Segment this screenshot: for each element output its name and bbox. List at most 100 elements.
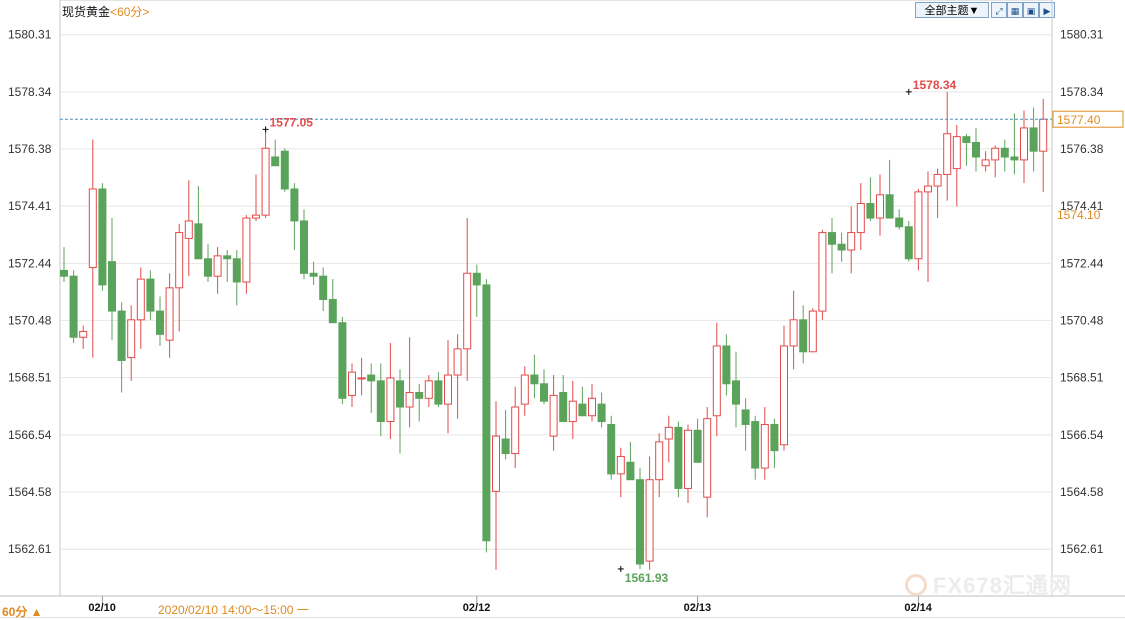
candle-body-up bbox=[165, 287, 174, 341]
candle-body-up bbox=[1020, 127, 1028, 161]
cursor-time-readout: 2020/02/10 14:00～15:00 一 bbox=[158, 603, 309, 617]
candle-body-up bbox=[914, 191, 923, 260]
candle-body-up bbox=[127, 319, 136, 359]
candle-body-up bbox=[453, 348, 462, 376]
y-tick-label-left: 1566.54 bbox=[8, 428, 52, 442]
y-tick-label-left: 1564.58 bbox=[8, 485, 52, 499]
candle-body-up bbox=[780, 345, 788, 446]
period-selector[interactable]: <60分> bbox=[110, 5, 150, 19]
candle-body-down bbox=[280, 150, 289, 190]
candle-body-down bbox=[415, 391, 424, 399]
x-tick-label: 02/10 bbox=[88, 602, 116, 614]
candle-body-up bbox=[616, 455, 625, 475]
y-tick-label-left: 1570.48 bbox=[8, 313, 52, 327]
candle-body-up bbox=[175, 232, 184, 289]
candle-body-down bbox=[741, 409, 750, 425]
candle-body-up bbox=[348, 371, 356, 396]
theme-dropdown[interactable]: 全部主题▼ bbox=[915, 2, 989, 18]
candle-body-up bbox=[1039, 118, 1048, 152]
candle-body-up bbox=[568, 400, 577, 423]
candle-body-down bbox=[300, 220, 308, 274]
candle-body-down bbox=[271, 156, 280, 167]
y-tick-label-right: 1578.34 bbox=[1060, 85, 1104, 99]
candle-body-down bbox=[626, 461, 635, 481]
candle-body-up bbox=[703, 418, 712, 498]
candle-body-down bbox=[962, 136, 971, 143]
fx678-watermark: FX678汇通网 bbox=[905, 568, 1072, 600]
candle-body-down bbox=[69, 275, 78, 338]
y-tick-label-right: 1566.54 bbox=[1060, 428, 1104, 442]
candle-body-down bbox=[895, 217, 904, 228]
y-tick-label-right: 1568.51 bbox=[1060, 371, 1104, 385]
candle-body-up bbox=[760, 423, 769, 469]
candle-body-down bbox=[376, 380, 385, 423]
candle-body-up bbox=[991, 147, 1000, 161]
candle-body-down bbox=[204, 258, 212, 277]
candle-body-down bbox=[501, 438, 510, 455]
candle-body-down bbox=[722, 345, 731, 385]
candle-body-up bbox=[943, 133, 952, 175]
grid-icon[interactable]: ▦ bbox=[1007, 2, 1023, 18]
candle-body-down bbox=[60, 269, 68, 277]
extreme-price-label: 1578.34 bbox=[913, 78, 957, 92]
candle-body-down bbox=[530, 374, 539, 385]
next-icon[interactable]: ▶ bbox=[1039, 2, 1055, 18]
candle-body-up bbox=[549, 394, 558, 437]
y-tick-label-left: 1568.51 bbox=[8, 371, 52, 385]
candle-body-down bbox=[117, 310, 126, 362]
candle-body-down bbox=[597, 403, 606, 423]
candle-body-up bbox=[492, 435, 500, 492]
candle-body-up bbox=[924, 185, 932, 193]
candle-body-up bbox=[184, 220, 193, 239]
candle-body-down bbox=[607, 423, 616, 475]
expand-icon[interactable]: ⤢ bbox=[991, 2, 1007, 18]
candle-body-down bbox=[799, 319, 808, 353]
candle-body-down bbox=[972, 141, 980, 158]
candle-body-down bbox=[472, 272, 481, 286]
candle-body-down bbox=[396, 380, 404, 408]
candle-body-up bbox=[405, 391, 414, 408]
candle-body-down bbox=[693, 429, 702, 463]
candle-body-up bbox=[463, 272, 472, 350]
candle-body-down bbox=[674, 426, 683, 489]
candle-body-up bbox=[981, 159, 990, 167]
candle-body-down bbox=[290, 188, 299, 222]
candle-body-down bbox=[1029, 127, 1038, 152]
last-price-box bbox=[1052, 110, 1124, 128]
candle-body-up bbox=[252, 214, 260, 219]
candle-body-up bbox=[261, 147, 270, 216]
y-tick-label-left: 1580.31 bbox=[8, 28, 52, 42]
y-tick-label-right: 1562.61 bbox=[1060, 542, 1104, 556]
zoom-icon[interactable]: ▣ bbox=[1023, 2, 1039, 18]
instrument-name: 现货黄金 bbox=[62, 5, 111, 19]
watermark-text: FX678汇通网 bbox=[933, 573, 1072, 598]
candle-body-down bbox=[319, 275, 328, 300]
candle-body-down bbox=[108, 261, 116, 312]
candle-body-up bbox=[520, 374, 529, 405]
candle-body-down bbox=[770, 423, 779, 452]
chevron-down-icon: ▼ bbox=[968, 5, 980, 17]
candle-body-down bbox=[98, 188, 107, 286]
y-tick-label-left: 1576.38 bbox=[8, 142, 52, 156]
candle-body-down bbox=[482, 284, 491, 542]
candle-body-down bbox=[156, 310, 164, 335]
candle-body-up bbox=[655, 441, 664, 481]
candle-body-up bbox=[88, 188, 97, 268]
last-price-label: 1577.40 bbox=[1057, 113, 1101, 127]
candle-body-down bbox=[540, 383, 548, 402]
y-tick-label-right: 1564.58 bbox=[1060, 485, 1104, 499]
candle-body-up bbox=[136, 278, 145, 321]
candle-body-up bbox=[242, 217, 251, 283]
candle-body-down bbox=[146, 278, 155, 312]
candle-body-down bbox=[751, 421, 760, 469]
candle-body-down bbox=[828, 232, 836, 245]
y-tick-label-right: 1576.38 bbox=[1060, 142, 1104, 156]
candle-body-up bbox=[789, 319, 798, 347]
footer-period-button[interactable]: 60分 ▲ bbox=[2, 605, 43, 619]
candle-body-down bbox=[328, 298, 337, 324]
chart-title: 现货黄金<60分> bbox=[62, 3, 149, 20]
x-tick-label: 02/14 bbox=[904, 602, 932, 614]
candle-body-up bbox=[933, 173, 942, 187]
y-tick-label-right: 1572.44 bbox=[1060, 256, 1104, 270]
